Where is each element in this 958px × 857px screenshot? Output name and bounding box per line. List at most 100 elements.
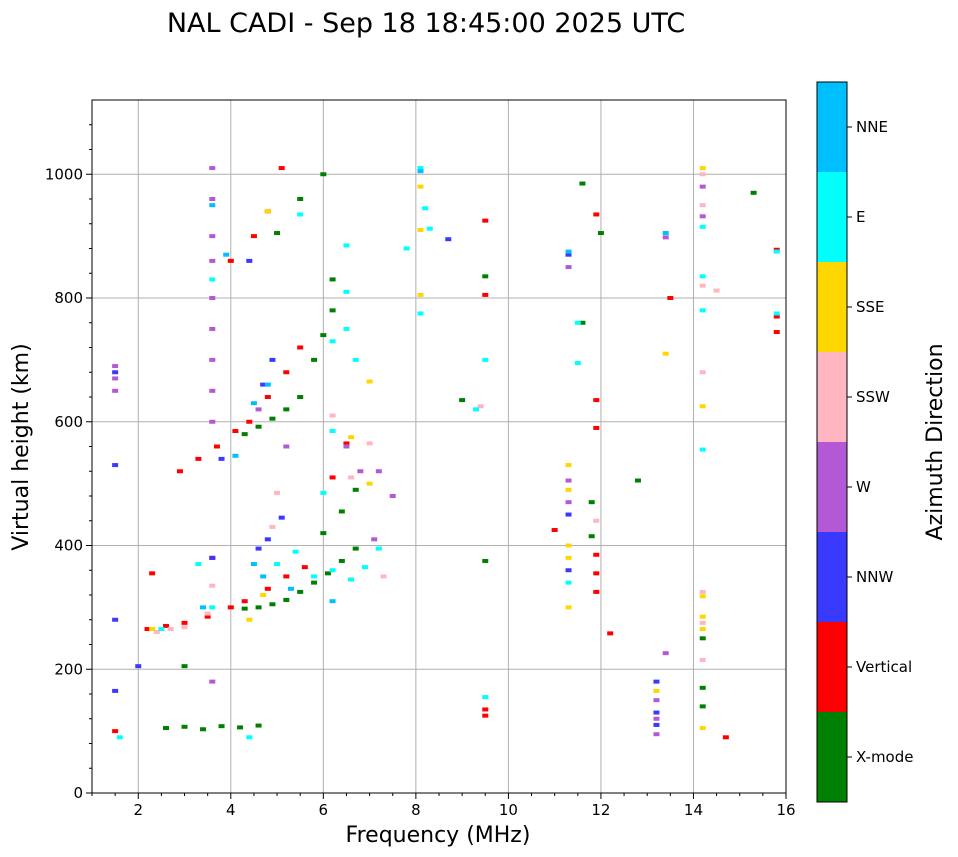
data-point (204, 614, 211, 619)
y-tick-label: 200 (54, 660, 83, 678)
data-point (264, 382, 271, 387)
data-point (264, 586, 271, 591)
data-point (255, 605, 262, 610)
data-point (255, 546, 262, 551)
data-point (699, 214, 706, 219)
data-point (417, 227, 424, 232)
data-point (699, 308, 706, 313)
data-point (223, 252, 230, 257)
data-point (482, 218, 489, 223)
data-point (338, 558, 345, 563)
data-point (653, 679, 660, 684)
x-tick-label: 4 (226, 801, 236, 819)
colorbar-swatch (817, 622, 847, 712)
colorbar-tick-label: NNE (856, 118, 888, 136)
data-point (417, 166, 424, 171)
data-point (112, 688, 119, 693)
data-point (565, 265, 572, 270)
data-point (195, 562, 202, 567)
data-point (477, 404, 484, 409)
plot-area (92, 100, 786, 793)
data-point (588, 534, 595, 539)
data-point (209, 357, 216, 362)
colorbar-tick-label: NNW (856, 568, 893, 586)
colorbar: X-mode Vertical NNW W SSW SSE E NNE (816, 81, 913, 803)
data-point (167, 627, 174, 632)
y-tick-label: 800 (54, 289, 83, 307)
data-point (699, 184, 706, 189)
data-point (352, 487, 359, 492)
data-point (473, 407, 480, 412)
data-point (565, 543, 572, 548)
data-point (482, 292, 489, 297)
data-point (218, 456, 225, 461)
data-points (112, 166, 780, 740)
data-point (209, 203, 216, 208)
data-point (227, 605, 234, 610)
data-point (232, 429, 239, 434)
data-point (565, 568, 572, 573)
data-point (163, 623, 170, 628)
data-point (329, 568, 336, 573)
data-point (246, 735, 253, 740)
data-point (181, 620, 188, 625)
data-point (653, 688, 660, 693)
data-point (176, 469, 183, 474)
data-point (264, 209, 271, 214)
data-point (181, 664, 188, 669)
data-point (653, 732, 660, 737)
data-point (574, 360, 581, 365)
data-point (482, 695, 489, 700)
data-point (209, 605, 216, 610)
data-point (283, 597, 290, 602)
series-sse (149, 166, 706, 731)
data-point (713, 288, 720, 293)
data-point (699, 726, 706, 731)
x-tick-label: 12 (591, 801, 610, 819)
data-point (260, 593, 267, 597)
data-point (588, 500, 595, 505)
data-point (699, 172, 706, 177)
data-point (699, 636, 706, 641)
data-point (112, 617, 119, 622)
data-point (593, 589, 600, 594)
colorbar-frame (816, 81, 848, 803)
data-point (158, 627, 165, 632)
data-point (773, 330, 780, 335)
data-point (634, 478, 641, 483)
data-point (357, 469, 364, 474)
data-point (135, 664, 142, 669)
data-point (699, 447, 706, 452)
data-point (482, 713, 489, 718)
data-point (246, 419, 253, 424)
data-point (482, 357, 489, 362)
data-point (375, 546, 382, 551)
data-point (574, 320, 581, 325)
x-axis-ticks: 2 4 6 8 10 12 14 16 (91, 793, 796, 819)
data-point (366, 481, 373, 486)
data-point (352, 357, 359, 362)
data-point (699, 685, 706, 690)
data-point (607, 631, 614, 636)
data-point (565, 487, 572, 492)
data-point (204, 611, 211, 616)
data-point (209, 258, 216, 263)
data-point (209, 277, 216, 282)
series-ssw (153, 172, 720, 662)
x-tick-label: 14 (684, 801, 703, 819)
data-point (181, 724, 188, 729)
data-point (417, 292, 424, 297)
data-point (699, 589, 706, 594)
data-point (250, 234, 257, 239)
data-point (329, 413, 336, 418)
y-axis-label: Virtual height (km) (9, 343, 34, 550)
colorbar-label: Azimuth Direction (923, 343, 948, 540)
data-point (389, 494, 396, 498)
data-point (264, 395, 271, 399)
colorbar-swatch (817, 172, 847, 262)
data-point (653, 722, 660, 727)
data-point (209, 234, 216, 239)
x-tick-label: 10 (499, 801, 518, 819)
data-point (297, 589, 304, 594)
data-point (417, 311, 424, 316)
